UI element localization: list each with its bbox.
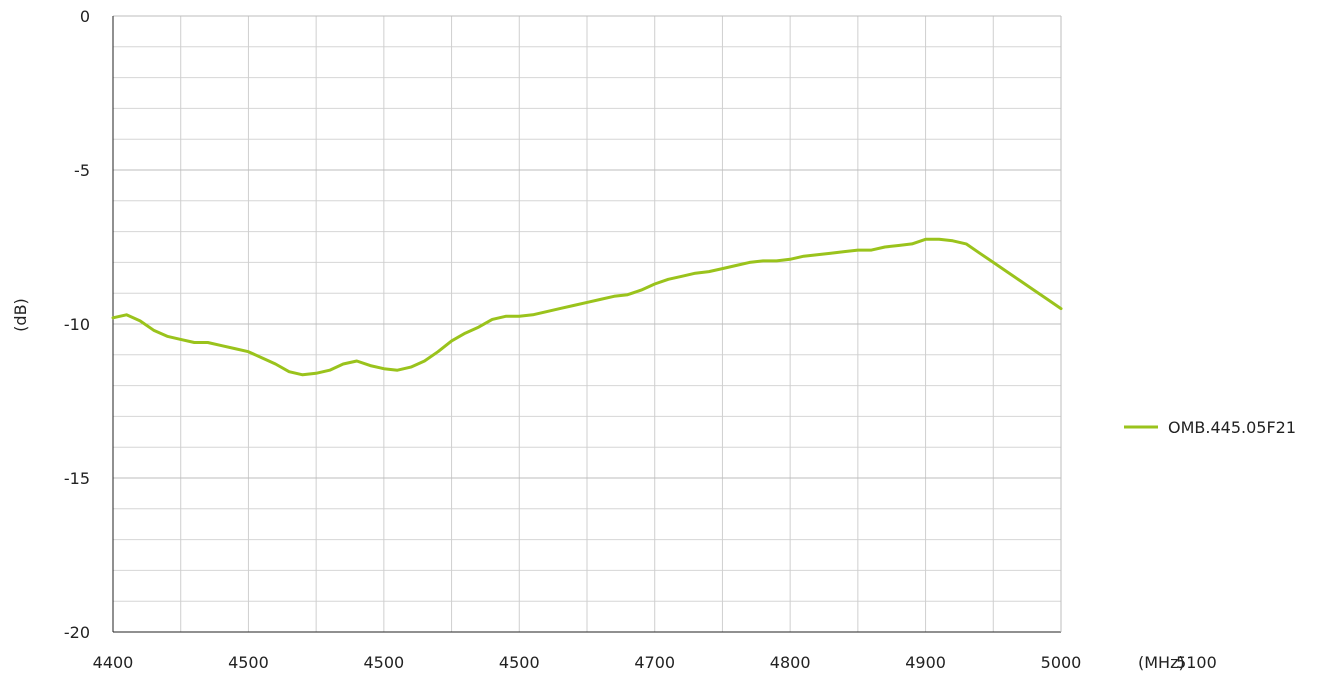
x-tick-label: 4700 <box>634 653 675 672</box>
x-tick-label: 4500 <box>499 653 540 672</box>
y-tick-label: -5 <box>74 161 90 180</box>
y-tick-label: 0 <box>80 7 90 26</box>
x-tick-label: 5100 <box>1176 653 1217 672</box>
x-axis-title: (MHz) <box>1138 653 1185 672</box>
x-tick-label: 5000 <box>1041 653 1082 672</box>
legend-label: OMB.445.05F21 <box>1168 418 1296 437</box>
y-axis-title: (dB) <box>11 298 30 332</box>
x-tick-label: 4500 <box>363 653 404 672</box>
series-group <box>111 237 1063 377</box>
y-tick-label: -10 <box>64 315 90 334</box>
x-tick-label: 4900 <box>905 653 946 672</box>
x-tick-label: 4800 <box>770 653 811 672</box>
x-tick-label: 4400 <box>93 653 134 672</box>
legend: OMB.445.05F21 <box>1124 418 1296 437</box>
series-line <box>111 237 1063 377</box>
axes <box>112 16 1062 633</box>
y-tick-label: -15 <box>64 469 90 488</box>
x-tick-label: 4500 <box>228 653 269 672</box>
y-tick-label: -20 <box>64 623 90 642</box>
y-tick-labels: 0 -5 -10 -15 -20 <box>64 7 90 642</box>
x-tick-labels: 4400 4500 4500 4500 4700 4800 4900 5000 5100 <box>93 653 1217 672</box>
